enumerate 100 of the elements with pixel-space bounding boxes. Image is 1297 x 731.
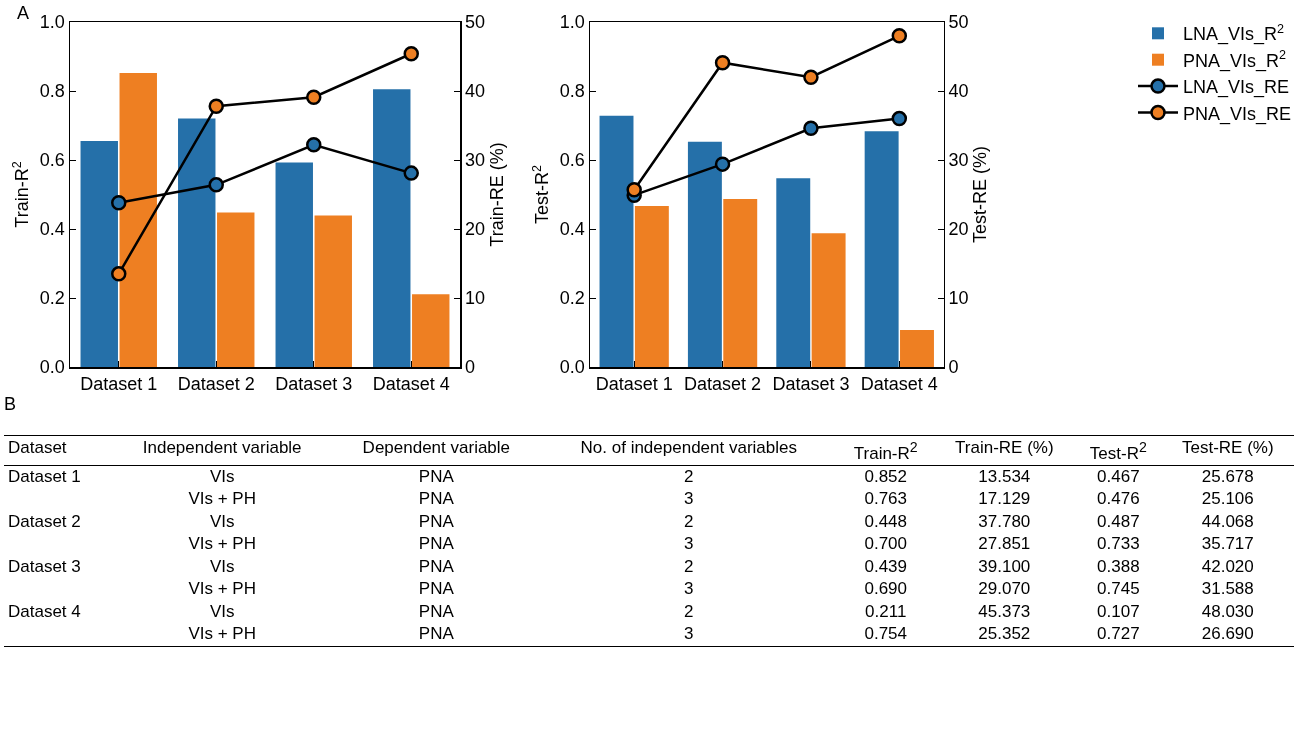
text: VIs bbox=[209, 511, 235, 531]
text: PNA bbox=[418, 511, 454, 531]
y2-tick-label: 10 bbox=[465, 288, 486, 309]
text: 25.678 bbox=[1201, 466, 1254, 486]
point bbox=[306, 89, 322, 105]
text: 44.068 bbox=[1201, 511, 1254, 531]
bar bbox=[776, 178, 811, 367]
text: 39.100 bbox=[978, 556, 1031, 576]
text: 0.690 bbox=[864, 579, 907, 599]
x-tick-label: Dataset 1 bbox=[595, 374, 673, 395]
text: Dataset 2 bbox=[8, 511, 81, 531]
category-label: Train-R$^{2}$ bbox=[837, 435, 934, 466]
legend-label: LNA_VIs_R$^{2}$ bbox=[1183, 21, 1285, 46]
bar bbox=[811, 233, 846, 367]
bar bbox=[634, 205, 669, 367]
text: VIs + PH bbox=[188, 489, 256, 509]
point bbox=[891, 110, 908, 127]
x-tick-label: Dataset 4 bbox=[860, 374, 938, 395]
text: 37.780 bbox=[978, 511, 1031, 531]
text: 0.754 bbox=[864, 624, 907, 644]
point bbox=[111, 266, 127, 282]
text: 2 bbox=[684, 511, 694, 531]
y-tick-label: 0.2 bbox=[559, 288, 585, 309]
bar bbox=[900, 330, 934, 367]
text: 27.851 bbox=[978, 534, 1031, 554]
text: 2 bbox=[684, 466, 694, 486]
y2-tick-label: 30 bbox=[465, 150, 486, 171]
y2-tick-label: 0 bbox=[465, 357, 476, 378]
y2-tick-label: 30 bbox=[948, 150, 969, 171]
text: 0.727 bbox=[1097, 624, 1140, 644]
bar bbox=[412, 294, 450, 367]
text: VIs + PH bbox=[188, 534, 256, 554]
text: 0.107 bbox=[1097, 601, 1140, 621]
text: 0.0 bbox=[559, 357, 585, 378]
chart-title: A bbox=[17, 3, 30, 23]
text: PNA bbox=[418, 556, 454, 576]
y2-tick-label: 10 bbox=[948, 288, 969, 309]
text: 2 bbox=[684, 556, 694, 576]
text: 0.487 bbox=[1097, 511, 1140, 531]
y2-tick-label: 40 bbox=[948, 81, 969, 102]
y-tick-label: 0.8 bbox=[39, 81, 65, 102]
y2-tick-label: 0 bbox=[948, 357, 959, 378]
text: 2 bbox=[684, 601, 694, 621]
category-label: No. of independent variables bbox=[539, 435, 838, 466]
text: 0.467 bbox=[1097, 466, 1140, 486]
text: 0.0 bbox=[39, 357, 65, 378]
y2-tick-label: 50 bbox=[948, 12, 969, 33]
text: PNA bbox=[418, 489, 454, 509]
text: 29.070 bbox=[978, 579, 1031, 599]
bar bbox=[314, 215, 352, 367]
x-tick-label: Dataset 3 bbox=[772, 374, 850, 395]
y-tick-label: 0.2 bbox=[39, 288, 65, 309]
point bbox=[626, 181, 642, 198]
text: 0.763 bbox=[864, 489, 907, 509]
text: 48.030 bbox=[1201, 601, 1254, 621]
point bbox=[891, 28, 908, 44]
point bbox=[208, 177, 224, 193]
text: Dataset 4 bbox=[8, 601, 81, 621]
y-tick-label: 0.4 bbox=[559, 219, 585, 240]
category-label: Test-RE (%) bbox=[1161, 435, 1294, 466]
text: 0.733 bbox=[1097, 534, 1140, 554]
text: 25.352 bbox=[978, 624, 1031, 644]
text: 35.717 bbox=[1201, 534, 1254, 554]
text: 26.690 bbox=[1201, 624, 1254, 644]
x-tick-label: Dataset 4 bbox=[372, 374, 450, 395]
text: 3 bbox=[684, 579, 694, 599]
point bbox=[306, 137, 322, 153]
text: PNA bbox=[418, 579, 454, 599]
y-tick-label: 0.6 bbox=[39, 150, 65, 171]
text: 3 bbox=[684, 489, 694, 509]
legend-label: PNA_VIs_RE bbox=[1183, 103, 1292, 125]
text: 0.439 bbox=[864, 556, 907, 576]
text: 17.129 bbox=[978, 489, 1031, 509]
category-label: Test-R$^{2}$ bbox=[1075, 435, 1162, 466]
text: B bbox=[4, 394, 17, 415]
text: Dataset 3 bbox=[8, 556, 81, 576]
category-label: Dependent variable bbox=[333, 435, 540, 466]
x-tick-label: Dataset 1 bbox=[80, 374, 158, 395]
text: VIs bbox=[209, 556, 235, 576]
text: 13.534 bbox=[978, 466, 1031, 486]
text: Dataset 1 bbox=[8, 466, 81, 486]
x-tick-label: Dataset 2 bbox=[177, 374, 255, 395]
category-label: Independent variable bbox=[111, 435, 334, 466]
text: 25.106 bbox=[1201, 489, 1254, 509]
text: 42.020 bbox=[1201, 556, 1254, 576]
point bbox=[803, 120, 819, 136]
bar bbox=[864, 131, 899, 367]
legend-label: LNA_VIs_RE bbox=[1183, 77, 1290, 99]
y2-tick-label: 20 bbox=[948, 219, 969, 240]
point bbox=[403, 45, 419, 62]
text: 45.373 bbox=[978, 601, 1031, 621]
y2-tick-label: 20 bbox=[465, 219, 486, 240]
text: 0.852 bbox=[864, 466, 907, 486]
text: VIs + PH bbox=[188, 624, 256, 644]
y2-axis-title: Train-RE (%) bbox=[486, 142, 507, 247]
point bbox=[111, 195, 127, 211]
text: 0.476 bbox=[1097, 489, 1140, 509]
text: VIs + PH bbox=[188, 579, 256, 599]
point bbox=[714, 54, 731, 71]
legend-label: PNA_VIs_R$^{2}$ bbox=[1183, 48, 1287, 72]
